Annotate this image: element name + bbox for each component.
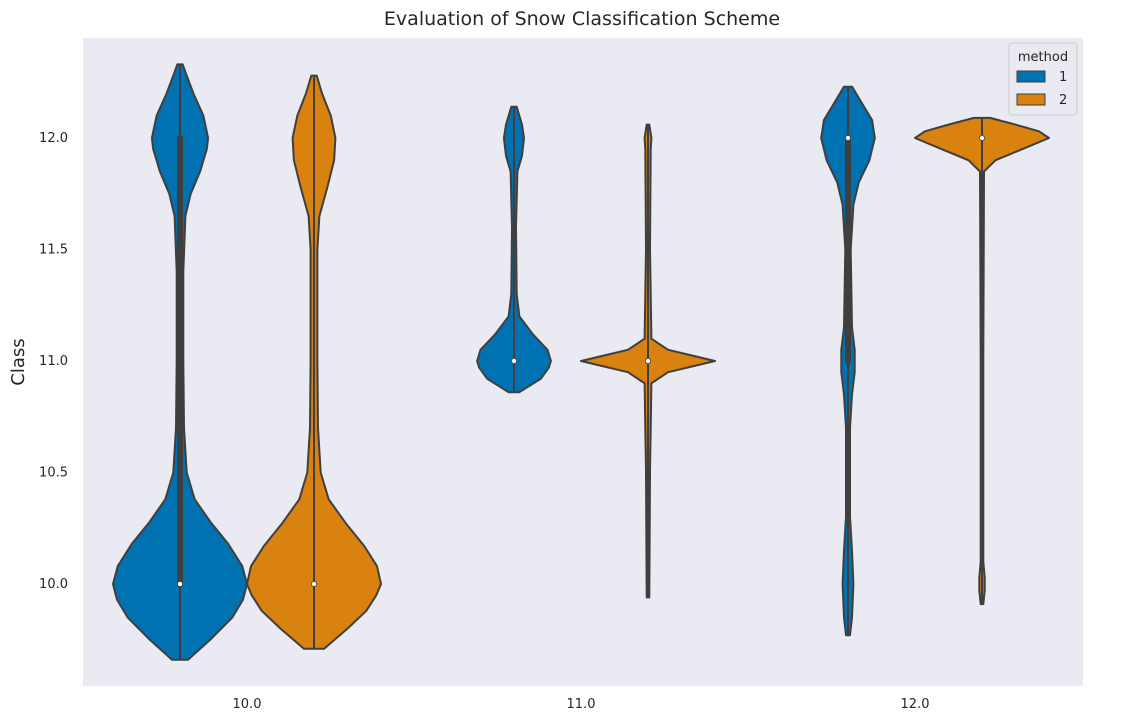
y-tick-label: 12.0	[39, 131, 68, 146]
violin-median	[310, 581, 317, 588]
legend-swatch-2	[1016, 93, 1046, 106]
legend-label-1: 1	[1059, 70, 1067, 85]
violin-median	[845, 134, 852, 141]
violin-median	[979, 134, 986, 141]
violin-median	[645, 357, 652, 364]
legend-title: method	[1018, 50, 1068, 65]
violin-median	[176, 581, 183, 588]
violin-group	[112, 63, 1050, 661]
legend: method 1 2	[1008, 42, 1078, 116]
y-axis-ticks: 10.0 10.5 11.0 11.5 12.0	[39, 131, 68, 592]
y-tick-label: 11.5	[39, 243, 68, 258]
chart-title: Evaluation of Snow Classification Scheme	[384, 8, 780, 30]
x-axis-ticks: 10.0 11.0 12.0	[233, 697, 930, 712]
violin-median	[510, 357, 517, 364]
legend-swatch-1	[1016, 70, 1046, 83]
y-tick-label: 11.0	[39, 354, 68, 369]
legend-label-2: 2	[1059, 93, 1067, 108]
x-tick-label: 11.0	[567, 697, 596, 712]
x-tick-label: 12.0	[901, 697, 930, 712]
y-axis-label: Class	[8, 338, 29, 385]
x-tick-label: 10.0	[233, 697, 262, 712]
y-tick-label: 10.0	[39, 577, 68, 592]
y-tick-label: 10.5	[39, 466, 68, 481]
